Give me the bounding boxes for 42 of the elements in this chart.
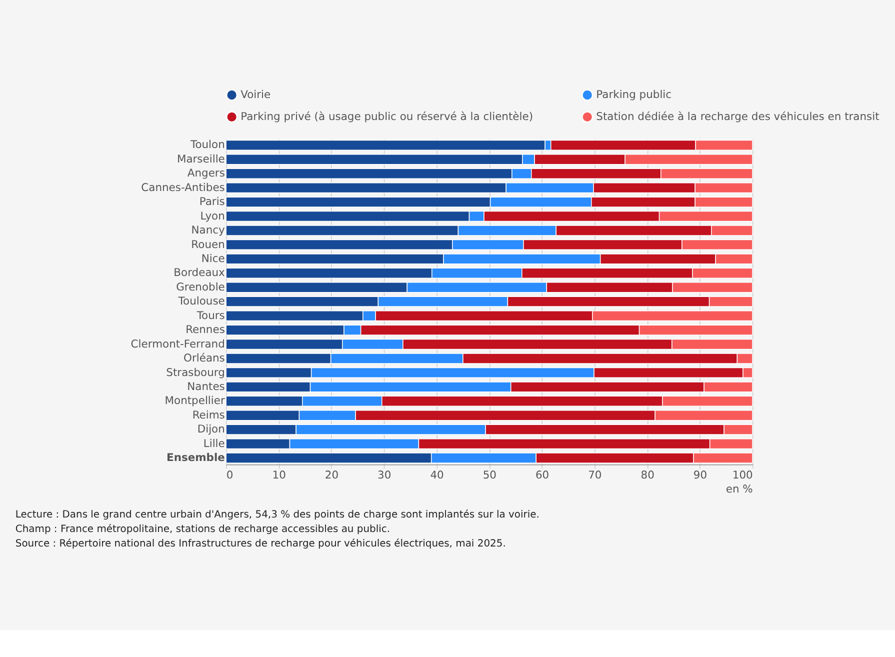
y-tick-label: Toulouse: [177, 294, 226, 308]
y-tick-label: Lille: [203, 436, 226, 450]
y-tick-label: Toulon: [189, 138, 225, 152]
y-tick-label: Tours: [196, 308, 226, 322]
legend-label: Voirie: [240, 88, 272, 102]
x-tick-label: 20: [324, 468, 339, 482]
x-tick-label: 90: [693, 468, 708, 482]
y-tick-label: Dijon: [197, 422, 225, 436]
legend-label: Station dédiée à la recharge des véhicules en transit: [596, 110, 880, 123]
x-tick-label: 100: [732, 468, 754, 482]
y-tick-label: Ensemble: [166, 451, 225, 464]
y-tick-label: Angers: [187, 166, 226, 180]
y-tick-label: Rennes: [186, 323, 226, 336]
y-tick-label: Nantes: [187, 380, 226, 393]
x-tick-label: 60: [535, 468, 550, 482]
y-tick-label: Rouen: [191, 238, 225, 251]
y-tick-label: Marseille: [176, 152, 226, 166]
y-tick-label: Paris: [199, 195, 226, 208]
x-tick-label: 10: [272, 468, 286, 482]
y-tick-label: Grenoble: [176, 280, 226, 294]
y-tick-label: Cannes-Antibes: [141, 180, 226, 194]
text: Champ : France métropolitaine, stations de recharge accessibles au public.: [15, 524, 390, 535]
x-tick-label: 70: [588, 468, 602, 482]
legend-label: Parking privé (à usage public ou réservé à la clientèle): [240, 110, 534, 123]
x-tick-label: 40: [430, 468, 444, 482]
y-tick-label: Nancy: [191, 224, 226, 237]
text: Lecture : Dans le grand centre urbain d'Angers, 54,3 % des points de charge sont implantés sur la voirie.: [15, 509, 540, 520]
x-tick-label: 50: [482, 468, 497, 482]
y-tick-label: Reims: [192, 408, 226, 422]
y-tick-label: Bordeaux: [174, 266, 225, 280]
x-tick-label: 30: [378, 468, 392, 482]
y-tick-label: Orléans: [184, 352, 226, 365]
y-tick-label: Strasbourg: [166, 366, 225, 379]
x-tick-label: 80: [640, 468, 655, 482]
x-tick-label: 0: [226, 468, 234, 482]
y-tick-label: Lyon: [200, 209, 225, 222]
y-tick-label: Montpellier: [164, 394, 226, 408]
y-tick-label: Nice: [201, 252, 226, 265]
source-note: Source : Répertoire national des Infrastructures de recharge pour véhicules électriques, mai 2025.: [15, 538, 506, 550]
y-tick-label: Clermont-Ferrand: [130, 337, 225, 350]
x-axis-title: en %: [726, 482, 753, 496]
legend-label: Parking public: [596, 88, 672, 102]
